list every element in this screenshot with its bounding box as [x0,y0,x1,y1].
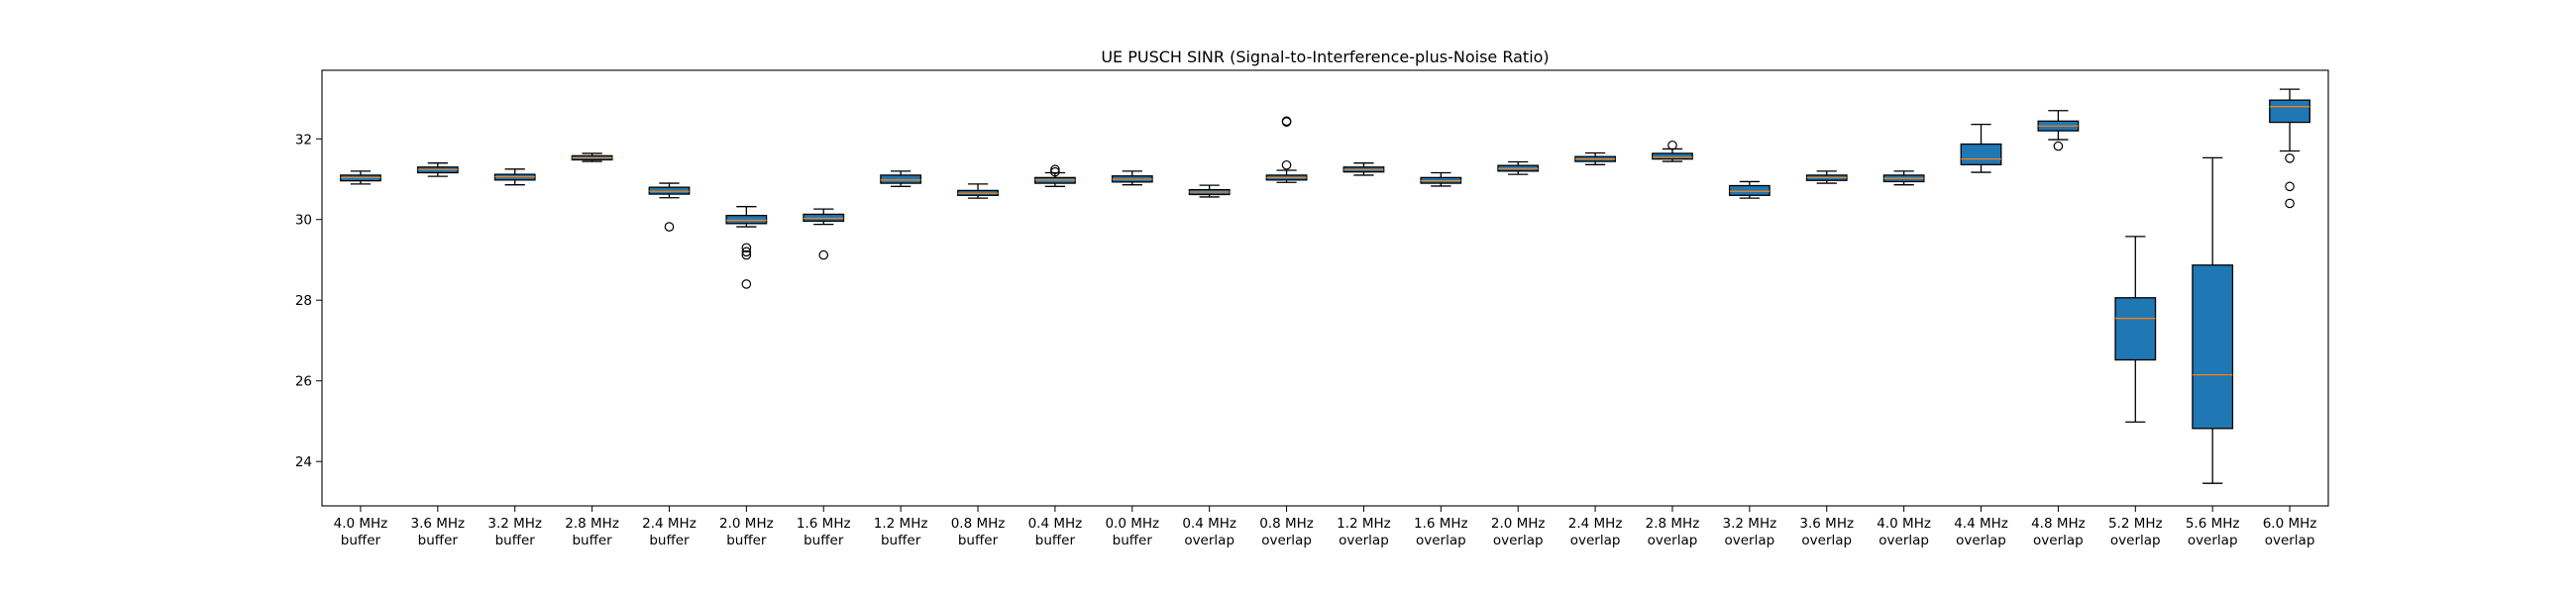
x-tick-label: 0.4 MHz [1028,516,1083,532]
outlier-point [1281,116,1292,127]
x-tick-label: buffer [1035,533,1076,548]
box-body [2192,264,2234,430]
outlier-point [1050,166,1060,177]
x-tick-label: buffer [572,533,612,548]
x-tick-label: 3.2 MHz [1723,516,1777,532]
x-tick-label: 0.0 MHz [1105,516,1159,532]
x-tick-label: 0.4 MHz [1182,516,1236,532]
x-tick-label: 2.0 MHz [1491,516,1546,532]
x-tick-label: overlap [1725,533,1775,548]
x-tick-label: 4.0 MHz [334,516,388,532]
outlier-point [2053,141,2064,151]
x-tick-label: 5.6 MHz [2186,516,2240,532]
x-tick-label: overlap [1416,533,1466,548]
outlier-point [2285,198,2295,209]
x-tick-label: 4.4 MHz [1954,516,2008,532]
x-tick-label: overlap [2188,533,2238,548]
x-tick-label: 1.2 MHz [1337,516,1391,532]
x-tick-label: 4.0 MHz [1877,516,1931,532]
x-tick-label: overlap [1493,533,1544,548]
x-tick-label: overlap [1801,533,1852,548]
x-tick-label: 2.8 MHz [565,516,619,532]
outlier-point [741,243,752,253]
y-tick-label: 32 [295,132,312,148]
outlier-point [1281,159,1292,170]
outlier-point [741,247,752,257]
outlier-point [741,279,752,289]
box-body [1960,143,2002,165]
x-tick-label: overlap [2033,533,2084,548]
x-tick-label: 1.2 MHz [874,516,928,532]
x-tick-label: overlap [1570,533,1621,548]
x-tick-label: overlap [1878,533,1929,548]
outlier-point [2285,153,2295,163]
x-tick-label: 5.2 MHz [2108,516,2163,532]
box-body [2269,99,2310,124]
x-tick-label: buffer [495,533,536,548]
x-tick-label: buffer [726,533,767,548]
x-tick-label: overlap [1261,533,1312,548]
y-tick-label: 30 [295,213,312,229]
x-tick-label: buffer [958,533,999,548]
chart-title: UE PUSCH SINR (Signal-to-Interference-pl… [1101,48,1549,66]
x-tick-label: 1.6 MHz [1414,516,1468,532]
x-tick-label: 2.0 MHz [719,516,774,532]
x-tick-label: overlap [2110,533,2161,548]
x-tick-label: 0.8 MHz [1259,516,1314,532]
x-tick-label: overlap [1184,533,1234,548]
box-body [2114,297,2157,361]
outlier-point [664,222,675,232]
box-body [1728,184,1771,196]
box-body [725,215,768,225]
x-tick-label: buffer [341,533,381,548]
x-tick-label: overlap [1648,533,1698,548]
outlier-point [2285,181,2295,192]
x-tick-label: buffer [881,533,921,548]
x-tick-label: 3.6 MHz [1799,516,1854,532]
x-tick-label: buffer [1113,533,1153,548]
x-tick-label: buffer [649,533,690,548]
x-tick-label: 0.8 MHz [951,516,1006,532]
outlier-point [741,249,752,260]
x-tick-label: buffer [804,533,844,548]
y-tick-label: 24 [295,454,312,470]
x-tick-label: overlap [1339,533,1389,548]
x-tick-label: 3.6 MHz [410,516,465,532]
box-body [1652,152,1693,160]
outlier-point [1050,164,1060,175]
y-tick-label: 28 [295,293,312,309]
x-tick-label: 2.4 MHz [642,516,697,532]
x-tick-label: 2.4 MHz [1568,516,1623,532]
x-tick-label: overlap [1956,533,2006,548]
x-tick-label: 2.8 MHz [1646,516,1700,532]
box-body [880,174,922,184]
x-tick-label: buffer [418,533,459,548]
x-tick-label: 4.8 MHz [2031,516,2086,532]
x-tick-label: 6.0 MHz [2263,516,2317,532]
axes-frame [321,69,2329,507]
x-tick-label: 3.2 MHz [487,516,542,532]
y-tick-label: 26 [295,374,312,390]
x-tick-label: overlap [2265,533,2315,548]
outlier-point [1667,140,1677,150]
outlier-point [818,249,829,260]
x-tick-label: 1.6 MHz [797,516,851,532]
